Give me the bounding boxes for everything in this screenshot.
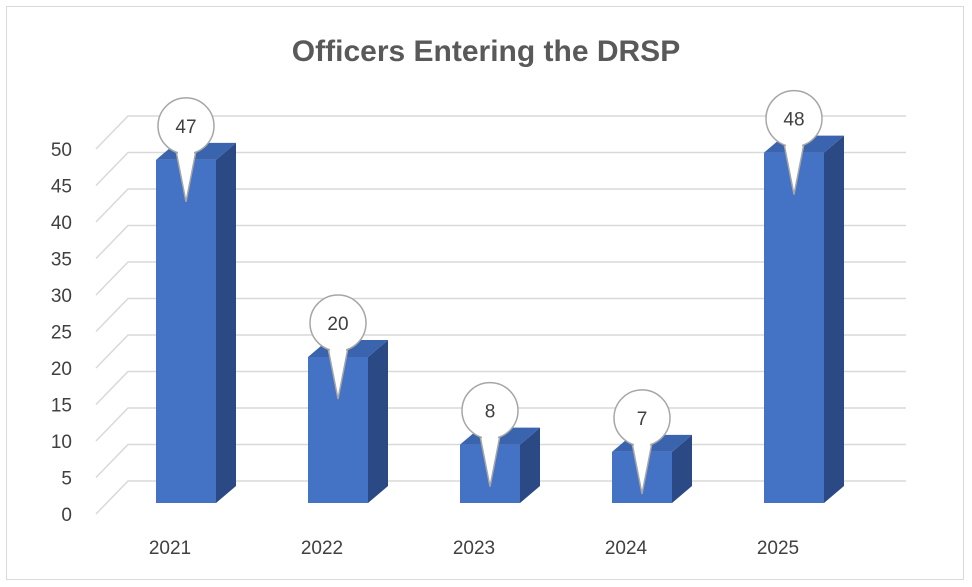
- x-axis-categories: 2021 2022 2023 2024 2025: [149, 538, 799, 559]
- bar-front: [764, 152, 824, 503]
- x-category-label: 2024: [605, 538, 648, 559]
- data-label: 48: [783, 110, 804, 131]
- data-label: 7: [637, 409, 648, 430]
- y-tick-label: 35: [51, 250, 72, 271]
- gridline: [95, 188, 906, 223]
- y-tick-label: 5: [61, 469, 72, 490]
- data-label-callout: 20: [309, 294, 367, 400]
- bar-side: [368, 340, 388, 503]
- chart-title: Officers Entering the DRSP: [292, 35, 680, 68]
- bar: [308, 340, 388, 503]
- y-tick-label: 50: [51, 140, 72, 161]
- bar-side: [824, 135, 844, 503]
- data-label-callout: 48: [765, 89, 823, 195]
- gridline: [95, 297, 906, 333]
- gridline: [95, 151, 906, 187]
- bars: [156, 135, 844, 503]
- y-tick-label: 30: [51, 286, 72, 307]
- x-category-label: 2021: [149, 538, 191, 559]
- y-tick-label: 15: [51, 396, 72, 417]
- data-label: 20: [327, 314, 348, 335]
- y-tick-label: 45: [51, 177, 72, 198]
- bar-side: [672, 434, 692, 503]
- y-axis-ticks: 0 5 10 15 20 25 30 35 40 45 50: [51, 140, 72, 526]
- bar-side: [520, 427, 540, 503]
- y-tick-label: 20: [51, 359, 72, 380]
- y-tick-label: 25: [51, 323, 72, 344]
- data-labels: 47 20 8 7 48: [157, 89, 823, 495]
- gridline: [95, 224, 906, 260]
- y-tick-label: 10: [51, 432, 72, 453]
- data-label-callout: 7: [613, 389, 671, 495]
- y-tick-label: 40: [51, 213, 72, 234]
- bar-front: [156, 159, 216, 503]
- bar-side: [216, 142, 236, 503]
- x-category-label: 2023: [453, 538, 495, 559]
- data-label: 47: [175, 117, 196, 138]
- x-category-label: 2022: [301, 538, 343, 559]
- x-category-label: 2025: [757, 538, 799, 559]
- bar: [156, 142, 236, 503]
- data-label-callout: 47: [157, 97, 215, 203]
- data-label: 8: [485, 402, 496, 423]
- gridline: [95, 334, 906, 369]
- y-tick-label: 0: [61, 505, 72, 526]
- data-label-callout: 8: [461, 381, 519, 487]
- gridline: [95, 115, 906, 150]
- gridline: [95, 370, 906, 406]
- gridline: [95, 261, 906, 296]
- bar: [764, 135, 844, 503]
